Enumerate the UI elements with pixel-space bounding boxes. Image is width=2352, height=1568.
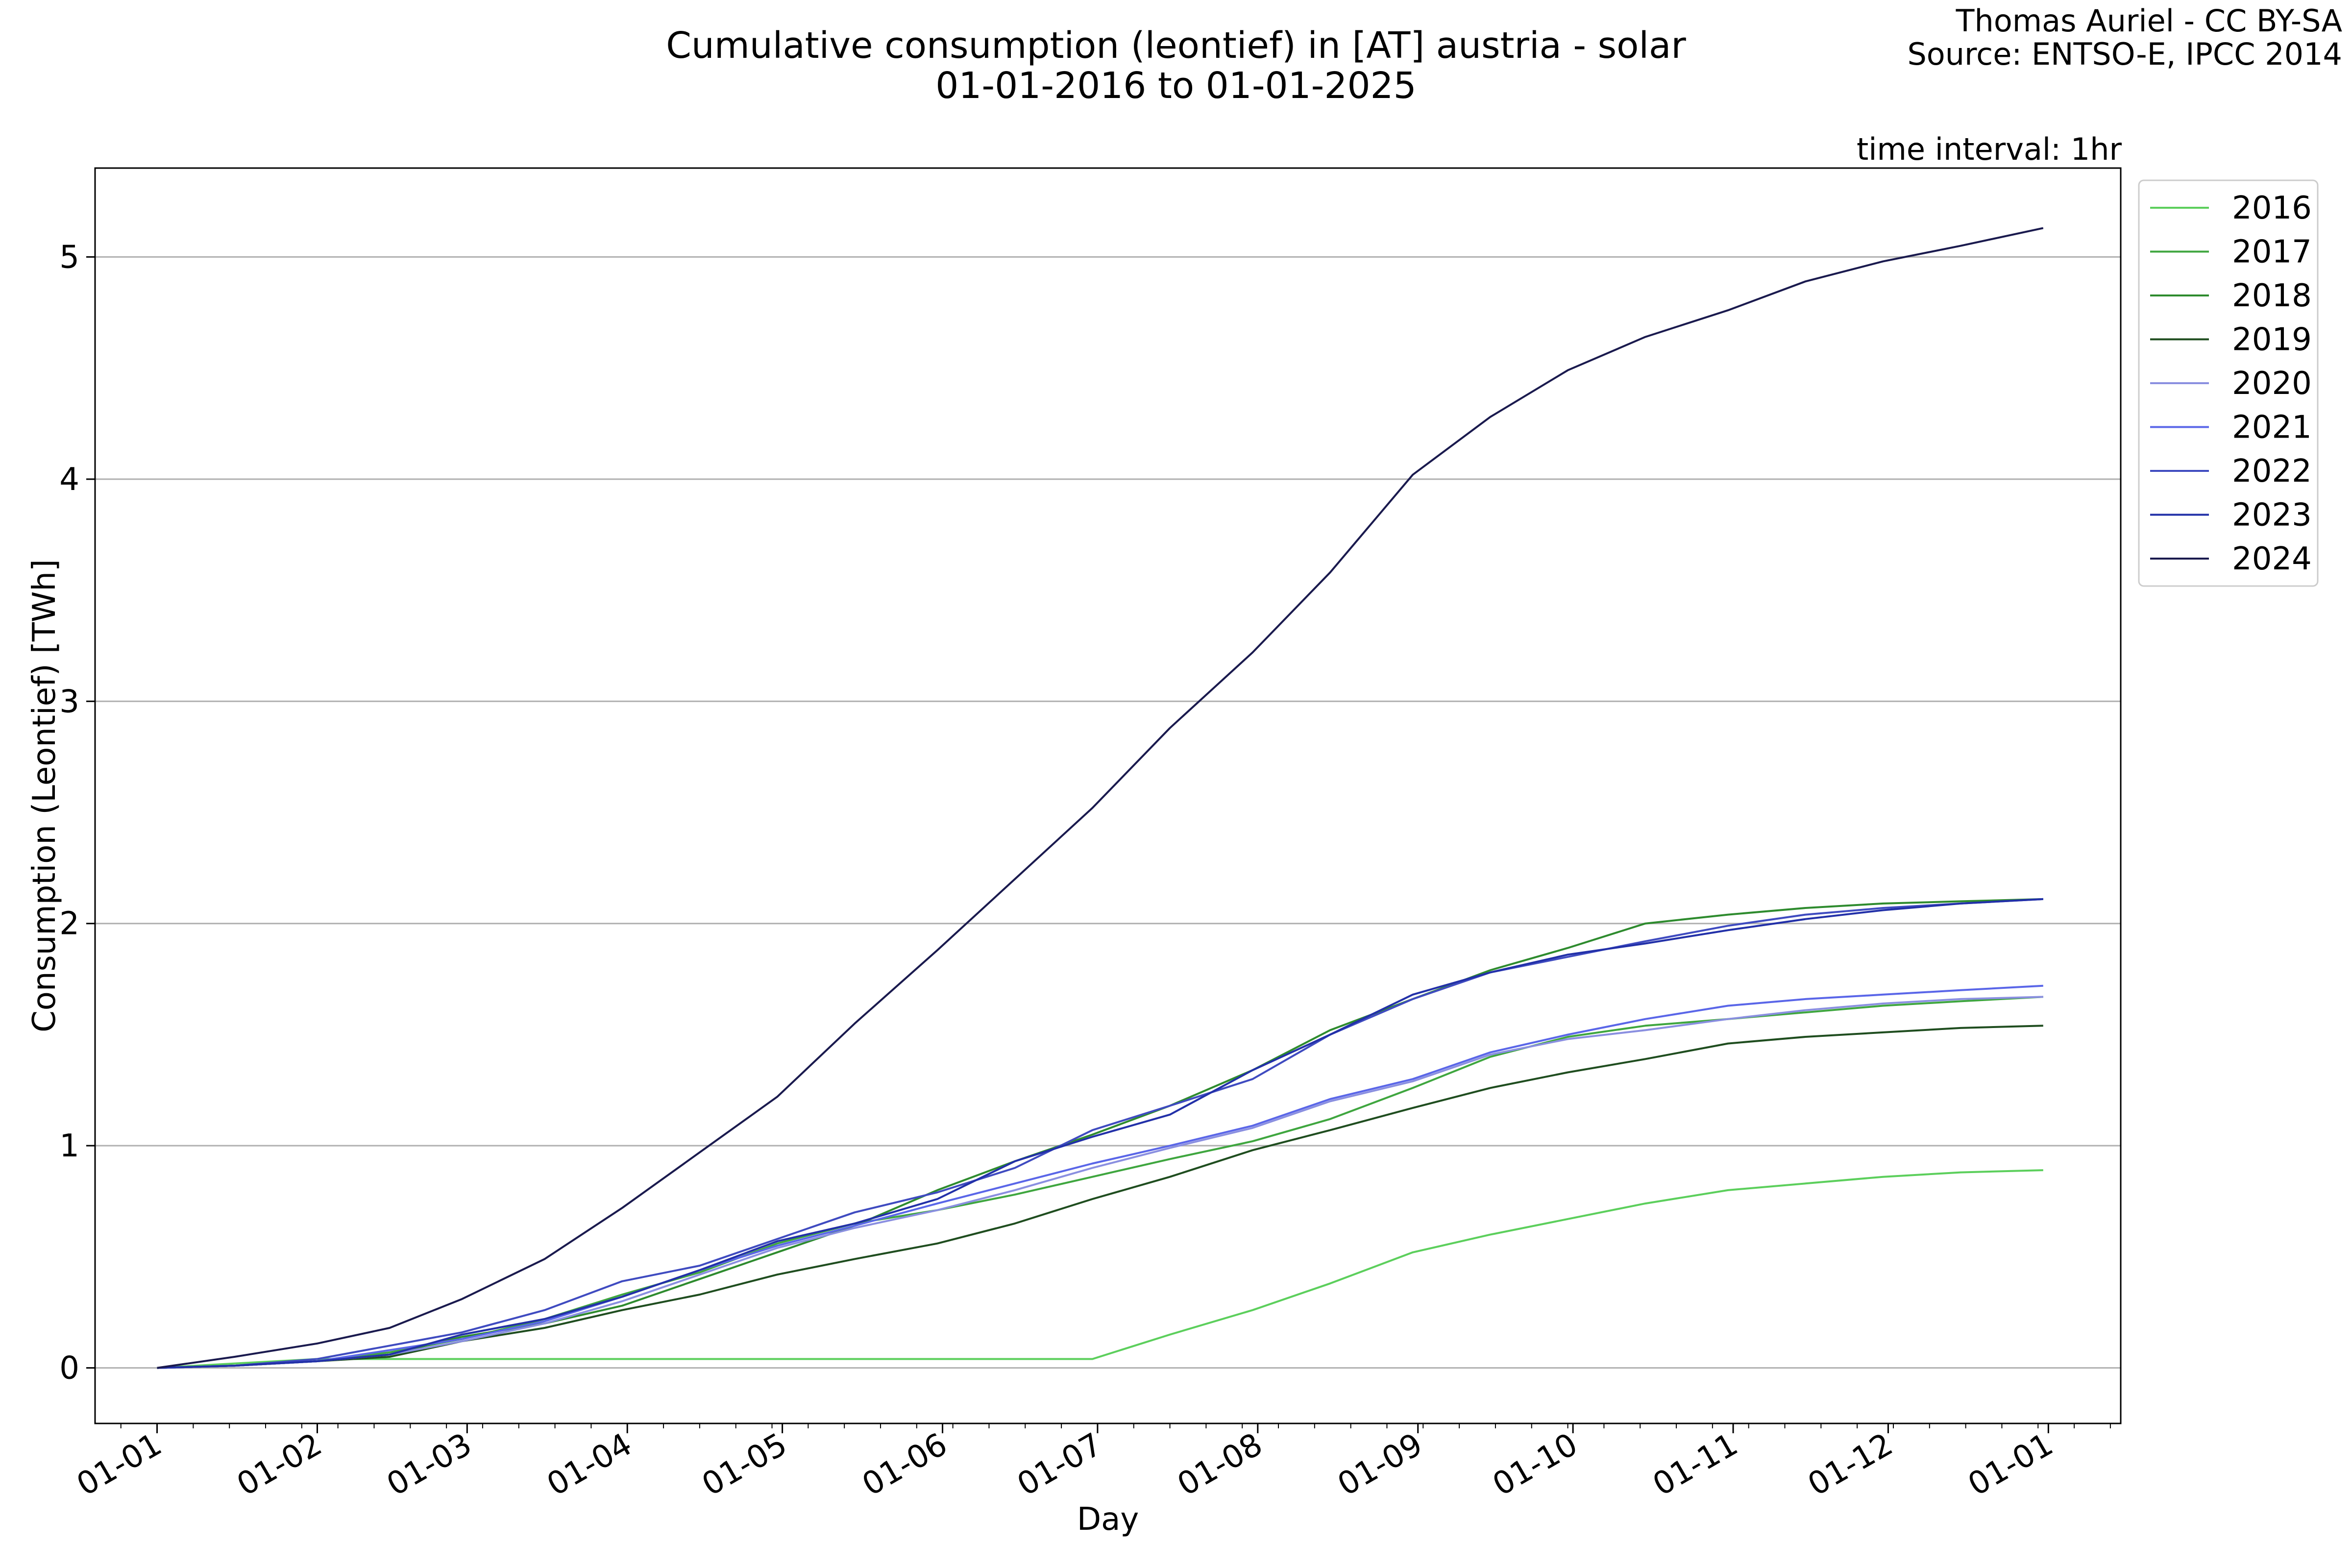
credit-line2: Source: ENTSO-E, IPCC 2014 xyxy=(1907,36,2342,72)
legend: 2016 2017 2018 2019 2020 2021 2022 2023 2024 xyxy=(2138,179,2319,587)
series-line-2019 xyxy=(157,1025,2043,1369)
series-line-2022 xyxy=(157,898,2043,1369)
plot-frame xyxy=(94,167,2122,1424)
y-tick-label: 1 xyxy=(59,1128,79,1164)
series-line-2024 xyxy=(157,227,2044,1369)
x-tick-label: 01-07 xyxy=(1011,1426,1108,1503)
x-tick-label: 01-05 xyxy=(696,1426,793,1503)
x-tick-label: 01-02 xyxy=(231,1426,328,1503)
legend-label-2020: 2020 xyxy=(2232,366,2312,402)
y-tick-label: 3 xyxy=(59,684,79,720)
x-tick-label: 01-08 xyxy=(1172,1426,1269,1503)
x-tick-label: 01-11 xyxy=(1647,1426,1744,1503)
y-tick-label: 2 xyxy=(59,906,79,942)
x-tick-label: 01-06 xyxy=(856,1426,953,1503)
series-line-2018 xyxy=(157,898,2043,1369)
legend-label-2019: 2019 xyxy=(2232,322,2312,358)
legend-label-2023: 2023 xyxy=(2232,497,2312,534)
credit-line1: Thomas Auriel - CC BY-SA xyxy=(1956,3,2342,39)
y-tick-label: 5 xyxy=(59,239,79,275)
series-line-2021 xyxy=(157,984,2043,1369)
chart-title-line1: Cumulative consumption (leontief) in [AT… xyxy=(666,24,1686,67)
y-tick-label: 0 xyxy=(59,1350,79,1387)
legend-label-2021: 2021 xyxy=(2232,410,2312,446)
x-tick-label: 01-03 xyxy=(381,1426,478,1503)
x-tick-label: 01-10 xyxy=(1487,1426,1584,1503)
interval-label: time interval: 1hr xyxy=(1857,131,2122,167)
x-axis-label: Day xyxy=(1077,1501,1139,1538)
legend-label-2022: 2022 xyxy=(2232,453,2312,490)
x-tick-label: 01-01 xyxy=(1962,1426,2059,1503)
legend-label-2018: 2018 xyxy=(2232,278,2312,314)
series-line-2016 xyxy=(157,1169,2043,1369)
chart-title-line2: 01-01-2016 to 01-01-2025 xyxy=(935,65,1416,107)
gridlines xyxy=(95,256,2121,1369)
x-tick-label: 01-01 xyxy=(71,1426,168,1503)
y-axis: 0 1 2 3 4 5 xyxy=(59,239,95,1387)
x-tick-label: 01-12 xyxy=(1802,1426,1899,1503)
y-tick-label: 4 xyxy=(59,462,79,498)
y-axis-label: Consumption (Leontief) [TWh] xyxy=(26,559,63,1032)
x-tick-label: 01-09 xyxy=(1332,1426,1429,1503)
legend-label-2024: 2024 xyxy=(2232,541,2312,577)
series-line-2020 xyxy=(157,996,2043,1369)
legend-box xyxy=(2138,179,2319,587)
legend-label-2017: 2017 xyxy=(2232,234,2312,270)
series-line-2023 xyxy=(157,898,2043,1369)
series-lines xyxy=(157,227,2044,1369)
x-axis: 01-01 01-02 01-03 01-04 01-05 01-06 01-07 01-08… xyxy=(71,1423,2111,1503)
x-tick-label: 01-04 xyxy=(541,1426,638,1503)
legend-label-2016: 2016 xyxy=(2232,190,2312,226)
series-line-2017 xyxy=(157,996,2043,1369)
